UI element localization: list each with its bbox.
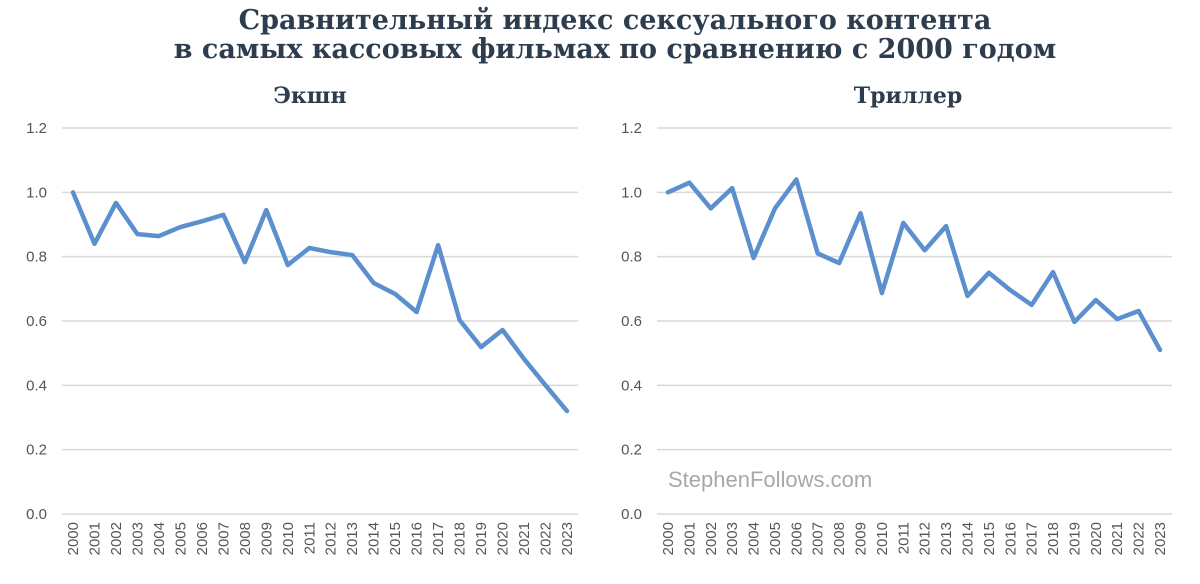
y-tick-label: 0.6 [621, 313, 642, 330]
x-tick-label: 2018 [1045, 522, 1062, 555]
x-tick-label: 2014 [959, 522, 976, 555]
title-line-2: в самых кассовых фильмах по сравнению с … [173, 34, 1057, 65]
x-tick-label: 2008 [831, 522, 848, 555]
x-tick-label: 2000 [65, 522, 82, 555]
x-tick-label: 2009 [853, 522, 870, 555]
x-tick-label: 2005 [767, 522, 784, 555]
x-tick-label: 2020 [495, 522, 512, 555]
y-tick-label: 0.4 [26, 377, 47, 394]
x-tick-label: 2000 [660, 522, 677, 555]
y-tick-label: 1.2 [26, 120, 47, 137]
x-tick-label: 2013 [938, 522, 955, 555]
title-line-1: Сравнительный индекс сексуального контен… [238, 5, 992, 36]
y-tick-label: 0.2 [26, 442, 47, 459]
x-tick-label: 2020 [1088, 522, 1105, 555]
x-tick-label: 2015 [981, 522, 998, 555]
y-tick-label: 1.0 [621, 184, 642, 201]
y-tick-label: 0.6 [26, 313, 47, 330]
x-tick-label: 2019 [1066, 522, 1083, 555]
x-tick-label: 2007 [810, 522, 827, 555]
y-tick-label: 1.0 [26, 184, 47, 201]
y-tick-label: 1.2 [621, 120, 642, 137]
watermark: StephenFollows.com [668, 467, 872, 492]
x-tick-label: 2008 [237, 522, 254, 555]
x-tick-label: 2012 [917, 522, 934, 555]
x-tick-label: 2011 [301, 522, 318, 554]
x-tick-label: 2006 [788, 522, 805, 555]
x-tick-label: 2002 [108, 522, 125, 555]
y-tick-label: 0.0 [26, 506, 47, 523]
x-tick-label: 2014 [366, 522, 383, 555]
x-tick-label: 2010 [874, 522, 891, 555]
x-tick-label: 2023 [559, 522, 576, 555]
x-tick-label: 2004 [746, 522, 763, 555]
x-tick-label: 2001 [681, 522, 698, 555]
x-tick-label: 2016 [409, 522, 426, 555]
x-tick-label: 2005 [172, 522, 189, 555]
x-tick-label: 2016 [1002, 522, 1019, 555]
y-tick-label: 0.8 [26, 249, 47, 266]
y-tick-label: 0.8 [621, 249, 642, 266]
x-tick-label: 2021 [1109, 522, 1126, 555]
x-tick-label: 2023 [1152, 522, 1169, 555]
y-tick-label: 0.4 [621, 377, 642, 394]
x-tick-label: 2010 [280, 522, 297, 555]
x-tick-label: 2009 [258, 522, 275, 555]
x-tick-label: 2022 [1131, 522, 1148, 555]
x-tick-label: 2013 [344, 522, 361, 555]
subplot-title: Триллер [854, 83, 962, 109]
x-tick-label: 2011 [895, 522, 912, 554]
x-tick-label: 2018 [452, 522, 469, 555]
x-tick-label: 2019 [473, 522, 490, 555]
chart-title: Сравнительный индекс сексуального контен… [0, 6, 1200, 64]
y-tick-label: 0.2 [621, 442, 642, 459]
y-tick-label: 0.0 [621, 506, 642, 523]
x-tick-label: 2001 [86, 522, 103, 555]
x-tick-label: 2006 [194, 522, 211, 555]
x-tick-label: 2004 [151, 522, 168, 555]
x-tick-label: 2017 [430, 522, 447, 555]
x-tick-label: 2007 [215, 522, 232, 555]
x-tick-label: 2002 [703, 522, 720, 555]
x-tick-label: 2017 [1024, 522, 1041, 555]
x-tick-label: 2021 [516, 522, 533, 555]
x-tick-label: 2003 [129, 522, 146, 555]
x-tick-label: 2003 [724, 522, 741, 555]
series-line-thriller [665, 177, 1163, 353]
x-tick-label: 2022 [538, 522, 555, 555]
x-tick-label: 2012 [323, 522, 340, 555]
subplot-title: Экшн [273, 83, 346, 109]
x-tick-label: 2015 [387, 522, 404, 555]
series-line-action [70, 190, 570, 414]
